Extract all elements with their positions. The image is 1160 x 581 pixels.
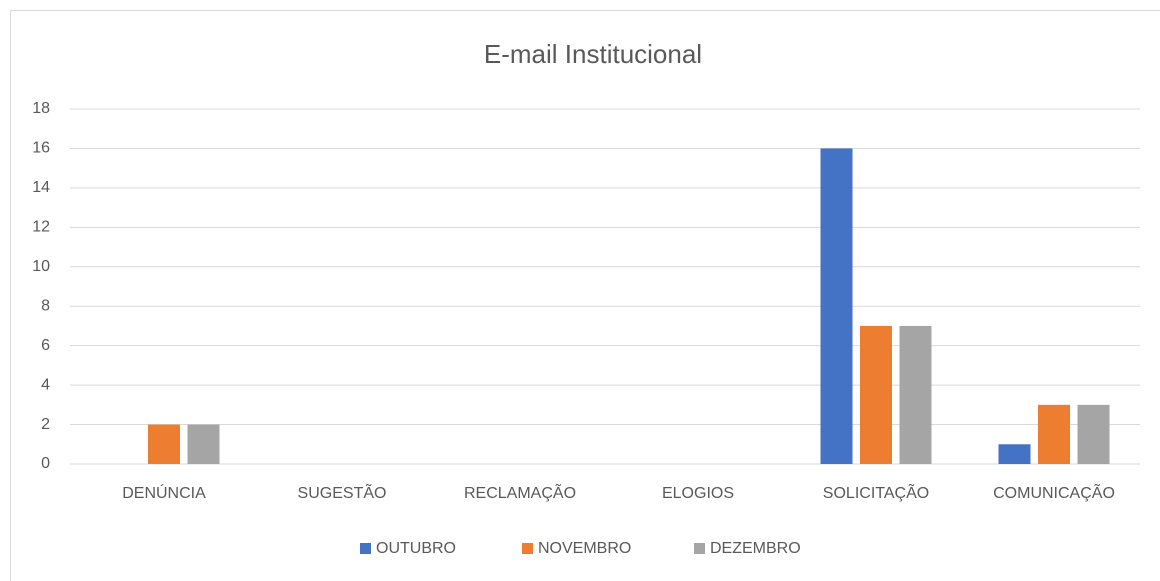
legend-label: OUTUBRO: [376, 540, 456, 557]
y-tick-label: 16: [32, 140, 50, 157]
y-tick-label: 0: [41, 455, 50, 472]
y-tick-label: 18: [32, 100, 50, 117]
x-tick-label: SUGESTÃO: [298, 482, 387, 502]
x-tick-label: COMUNICAÇÃO: [993, 482, 1115, 502]
bar: [187, 424, 220, 464]
y-tick-label: 10: [32, 258, 50, 275]
y-tick-label: 2: [41, 416, 50, 433]
chart-border: [10, 10, 1160, 581]
y-tick-label: 8: [41, 297, 50, 314]
bar: [899, 325, 932, 464]
y-tick-label: 4: [41, 376, 50, 393]
legend-swatch: [694, 543, 705, 554]
legend-swatch: [522, 543, 533, 554]
y-tick-label: 14: [32, 179, 50, 196]
bar: [860, 325, 892, 464]
x-tick-label: RECLAMAÇÃO: [464, 482, 576, 502]
bar: [148, 424, 180, 464]
legend-label: DEZEMBRO: [710, 540, 801, 557]
x-tick-label: DENÚNCIA: [122, 483, 206, 502]
legend-label: NOVEMBRO: [538, 540, 631, 557]
x-tick-label: ELOGIOS: [662, 485, 734, 502]
bar: [1038, 404, 1070, 464]
y-tick-label: 12: [32, 219, 50, 236]
bar: [998, 444, 1031, 464]
x-tick-label: SOLICITAÇÃO: [823, 482, 929, 502]
chart-title: E-mail Institucional: [484, 39, 702, 69]
bar: [1077, 404, 1110, 464]
y-tick-label: 6: [41, 337, 50, 354]
legend-swatch: [360, 543, 371, 554]
bar: [820, 148, 853, 464]
